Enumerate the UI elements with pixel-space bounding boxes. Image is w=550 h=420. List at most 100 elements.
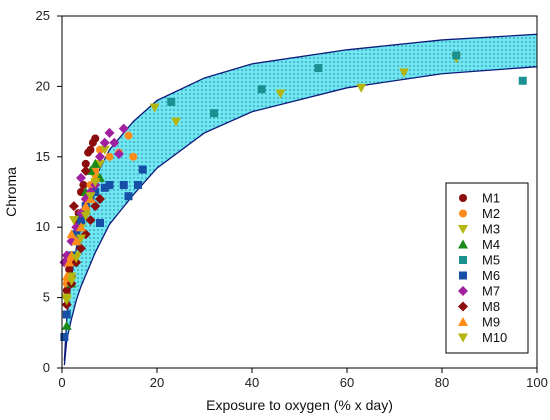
point-m5-2 bbox=[257, 85, 266, 94]
point-m1-8 bbox=[81, 159, 90, 168]
point-m8-8 bbox=[80, 165, 91, 176]
legend-marker-m8 bbox=[458, 301, 468, 312]
point-m6-4 bbox=[77, 216, 85, 225]
point-m10-3 bbox=[76, 234, 86, 244]
point-m10-6 bbox=[90, 178, 101, 188]
point-m2-10 bbox=[124, 131, 133, 140]
point-m8-5 bbox=[85, 215, 96, 226]
point-m1-0 bbox=[62, 286, 71, 295]
y-axis-title: Chroma bbox=[3, 167, 19, 217]
x-tick-label-0: 0 bbox=[58, 375, 65, 390]
x-tick-label-80: 80 bbox=[435, 375, 449, 390]
x-tick-label-60: 60 bbox=[340, 375, 354, 390]
point-m6-13 bbox=[134, 180, 142, 189]
point-m2-8 bbox=[105, 152, 114, 161]
point-m5-5 bbox=[518, 76, 527, 85]
legend-label-m9: M9 bbox=[482, 315, 500, 330]
point-m5-3 bbox=[314, 64, 323, 73]
legend-label-m2: M2 bbox=[482, 206, 500, 221]
point-m3-9 bbox=[149, 103, 160, 113]
point-m5-0 bbox=[167, 97, 176, 106]
legend-marker-m9 bbox=[458, 317, 468, 326]
y-tick-label-15: 15 bbox=[36, 149, 50, 164]
legend-label-m4: M4 bbox=[482, 237, 500, 252]
point-m1-7 bbox=[79, 180, 88, 189]
point-m10-0 bbox=[61, 296, 72, 306]
y-tick-label-5: 5 bbox=[43, 290, 50, 305]
point-m7-8 bbox=[95, 151, 105, 162]
point-m9-2 bbox=[71, 236, 82, 246]
legend-marker-m6 bbox=[459, 271, 467, 280]
y-tick-label-10: 10 bbox=[36, 219, 50, 234]
legend-label-m6: M6 bbox=[482, 268, 500, 283]
band-upper-line bbox=[63, 33, 538, 361]
legend-marker-m7 bbox=[458, 286, 468, 296]
point-m3-7 bbox=[95, 159, 105, 169]
legend-marker-m4 bbox=[458, 239, 468, 249]
legend-marker-m1 bbox=[459, 194, 467, 202]
point-m4-0 bbox=[61, 320, 72, 330]
point-m4-6 bbox=[90, 158, 101, 168]
legend-label-m8: M8 bbox=[482, 299, 500, 314]
point-m6-8 bbox=[96, 218, 104, 227]
point-m10-4 bbox=[80, 211, 91, 221]
confidence-band bbox=[64, 34, 537, 366]
point-m1-1 bbox=[65, 265, 74, 274]
legend-label-m7: M7 bbox=[482, 284, 500, 299]
point-m7-14 bbox=[76, 172, 86, 183]
point-m7-12 bbox=[114, 148, 124, 159]
point-m3-11 bbox=[275, 89, 286, 99]
x-tick-label-40: 40 bbox=[245, 375, 259, 390]
legend-marker-m5 bbox=[459, 256, 467, 264]
x-tick-label-20: 20 bbox=[150, 375, 164, 390]
point-m6-0 bbox=[60, 333, 69, 342]
point-m7-11 bbox=[109, 137, 120, 148]
point-m7-9 bbox=[99, 137, 110, 148]
point-m9-3 bbox=[76, 222, 86, 232]
point-m7-10 bbox=[104, 127, 115, 138]
point-m8-3 bbox=[76, 243, 86, 254]
y-tick-label-0: 0 bbox=[43, 360, 50, 375]
point-m3-8 bbox=[99, 145, 110, 155]
point-m1-10 bbox=[86, 145, 95, 154]
point-m7-13 bbox=[118, 123, 129, 134]
point-m6-3 bbox=[72, 230, 81, 239]
point-m10-7 bbox=[68, 216, 79, 226]
point-m1-12 bbox=[91, 134, 100, 143]
point-m6-9 bbox=[100, 183, 109, 192]
point-m10-2 bbox=[71, 254, 82, 264]
point-m2-11 bbox=[129, 152, 138, 161]
plot-frame bbox=[61, 15, 538, 369]
point-m6-14 bbox=[138, 165, 147, 174]
x-tick-label-100: 100 bbox=[526, 375, 548, 390]
legend-marker-m2 bbox=[459, 209, 467, 218]
y-tick-label-20: 20 bbox=[36, 78, 50, 93]
point-m3-10 bbox=[171, 117, 181, 127]
point-m5-4 bbox=[452, 51, 461, 60]
point-m6-1 bbox=[62, 310, 71, 319]
legend-marker-m10 bbox=[458, 333, 468, 343]
legend-marker-m3 bbox=[458, 225, 468, 234]
y-tick-label-25: 25 bbox=[36, 8, 50, 23]
point-m9-4 bbox=[80, 201, 91, 211]
point-m9-7 bbox=[66, 229, 77, 239]
legend-label-m10: M10 bbox=[482, 330, 507, 345]
point-m3-12 bbox=[356, 83, 367, 93]
point-m8-6 bbox=[90, 201, 101, 212]
legend-label-m1: M1 bbox=[482, 191, 500, 206]
point-m6-10 bbox=[105, 180, 114, 189]
legend-label-m3: M3 bbox=[482, 222, 500, 237]
point-m9-8 bbox=[64, 257, 75, 267]
point-m8-9 bbox=[68, 201, 79, 212]
point-m8-7 bbox=[95, 194, 105, 205]
point-m6-11 bbox=[119, 180, 128, 189]
point-m6-12 bbox=[124, 192, 133, 201]
point-m10-1 bbox=[66, 276, 77, 286]
point-m5-1 bbox=[210, 109, 218, 118]
point-m10-5 bbox=[85, 192, 96, 202]
band-lower-line bbox=[63, 66, 538, 366]
x-axis-title: Exposure to oxygen (% x day) bbox=[206, 397, 393, 413]
legend-label-m5: M5 bbox=[482, 253, 500, 268]
